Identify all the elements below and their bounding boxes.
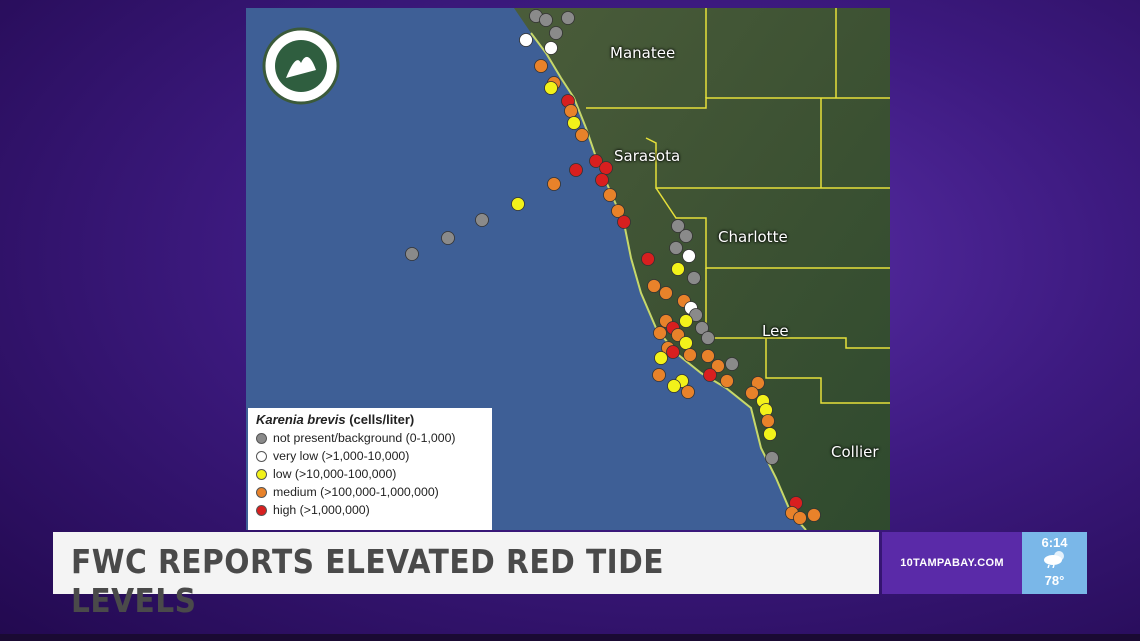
sample-point-red — [589, 154, 603, 168]
sample-point-orange — [807, 508, 821, 522]
sample-point-orange — [575, 128, 589, 142]
sample-point-orange — [611, 204, 625, 218]
sample-point-yellow — [679, 336, 693, 350]
sample-point-orange — [751, 376, 765, 390]
sample-point-gray — [441, 231, 455, 245]
sample-point-yellow — [544, 81, 558, 95]
sample-point-orange — [653, 326, 667, 340]
sample-point-orange — [659, 286, 673, 300]
legend-title-units: (cells/liter) — [345, 412, 415, 427]
legend-label: high (>1,000,000) — [273, 503, 370, 517]
sample-point-gray — [561, 11, 575, 25]
sample-point-gray — [475, 213, 489, 227]
sample-point-orange — [603, 188, 617, 202]
sample-point-orange — [745, 386, 759, 400]
temperature: 78° — [1044, 573, 1065, 588]
sample-point-gray — [549, 26, 563, 40]
sample-point-yellow — [567, 116, 581, 130]
sample-point-orange — [711, 359, 725, 373]
sample-point-white — [544, 41, 558, 55]
sample-point-orange — [534, 59, 548, 73]
sample-point-orange — [547, 177, 561, 191]
sample-point-yellow — [671, 262, 685, 276]
weather-widget: 6:14 78° — [1022, 532, 1087, 594]
sample-point-gray — [695, 321, 709, 335]
yellow-dot-icon — [256, 468, 267, 480]
sample-point-orange — [720, 374, 734, 388]
sample-point-orange — [652, 368, 666, 382]
sample-point-yellow — [763, 427, 777, 441]
headline: FWC REPORTS ELEVATED RED TIDE LEVELS — [71, 542, 665, 620]
bottom-strip — [0, 634, 1140, 641]
sample-point-gray — [701, 331, 715, 345]
sample-point-orange — [647, 279, 661, 293]
legend-label: low (>10,000-100,000) — [273, 467, 397, 481]
logo — [262, 27, 340, 105]
legend-item-white: very low (>1,000-10,000) — [256, 447, 484, 465]
legend-item-yellow: low (>10,000-100,000) — [256, 465, 484, 483]
legend-item-red: high (>1,000,000) — [256, 501, 484, 519]
sample-point-gray — [405, 247, 419, 261]
sample-point-yellow — [654, 351, 668, 365]
sample-points — [405, 9, 821, 525]
gray-dot-icon — [256, 432, 267, 444]
county-label-manatee: Manatee — [610, 44, 676, 62]
sample-point-orange — [793, 511, 807, 525]
sample-point-orange — [701, 349, 715, 363]
sample-point-orange — [681, 385, 695, 399]
orange-dot-icon — [256, 486, 267, 498]
county-label-sarasota: Sarasota — [614, 147, 681, 165]
lower-third-banner: FWC REPORTS ELEVATED RED TIDE LEVELS — [53, 532, 879, 620]
sample-point-yellow — [667, 379, 681, 393]
legend-label: medium (>100,000-1,000,000) — [273, 485, 439, 499]
sample-point-gray — [679, 229, 693, 243]
partly-cloudy-rain-icon — [1043, 551, 1064, 569]
sample-point-orange — [564, 104, 578, 118]
legend-title-species: Karenia brevis — [256, 412, 346, 427]
sample-point-white — [682, 249, 696, 263]
sample-point-gray — [725, 357, 739, 371]
sample-point-red — [617, 215, 631, 229]
sample-point-gray — [539, 13, 553, 27]
legend-item-orange: medium (>100,000-1,000,000) — [256, 483, 484, 501]
sample-point-red — [666, 345, 680, 359]
station-name: 10TAMPABAY.COM — [900, 557, 1004, 569]
legend-item-gray: not present/background (0-1,000) — [256, 429, 484, 447]
legend-label: very low (>1,000-10,000) — [273, 449, 410, 463]
sample-point-orange — [683, 348, 697, 362]
sample-point-red — [641, 252, 655, 266]
county-label-charlotte: Charlotte — [718, 228, 788, 246]
red-tide-map: Manatee Sarasota Charlotte Lee Collier — [246, 8, 890, 530]
sample-point-yellow — [679, 314, 693, 328]
county-label-lee: Lee — [762, 322, 789, 340]
sample-point-red — [599, 161, 613, 175]
clock-time: 6:14 — [1041, 535, 1068, 550]
sample-point-gray — [765, 451, 779, 465]
legend-label: not present/background (0-1,000) — [273, 431, 456, 445]
sample-point-red — [569, 163, 583, 177]
legend: Karenia brevis (cells/liter) not present… — [248, 408, 492, 530]
land-mass — [514, 8, 890, 530]
sample-point-orange — [761, 414, 775, 428]
white-dot-icon — [256, 450, 267, 462]
sample-point-gray — [689, 308, 703, 322]
legend-title: Karenia brevis (cells/liter) — [256, 412, 484, 427]
sample-point-gray — [687, 271, 701, 285]
county-label-collier: Collier — [831, 443, 879, 461]
station-branding: 10TAMPABAY.COM — [882, 532, 1022, 594]
sample-point-red — [595, 173, 609, 187]
red-dot-icon — [256, 504, 267, 516]
sample-point-red — [703, 368, 717, 382]
sample-point-white — [519, 33, 533, 47]
sample-point-gray — [671, 219, 685, 233]
sample-point-gray — [669, 241, 683, 255]
sample-point-yellow — [511, 197, 525, 211]
